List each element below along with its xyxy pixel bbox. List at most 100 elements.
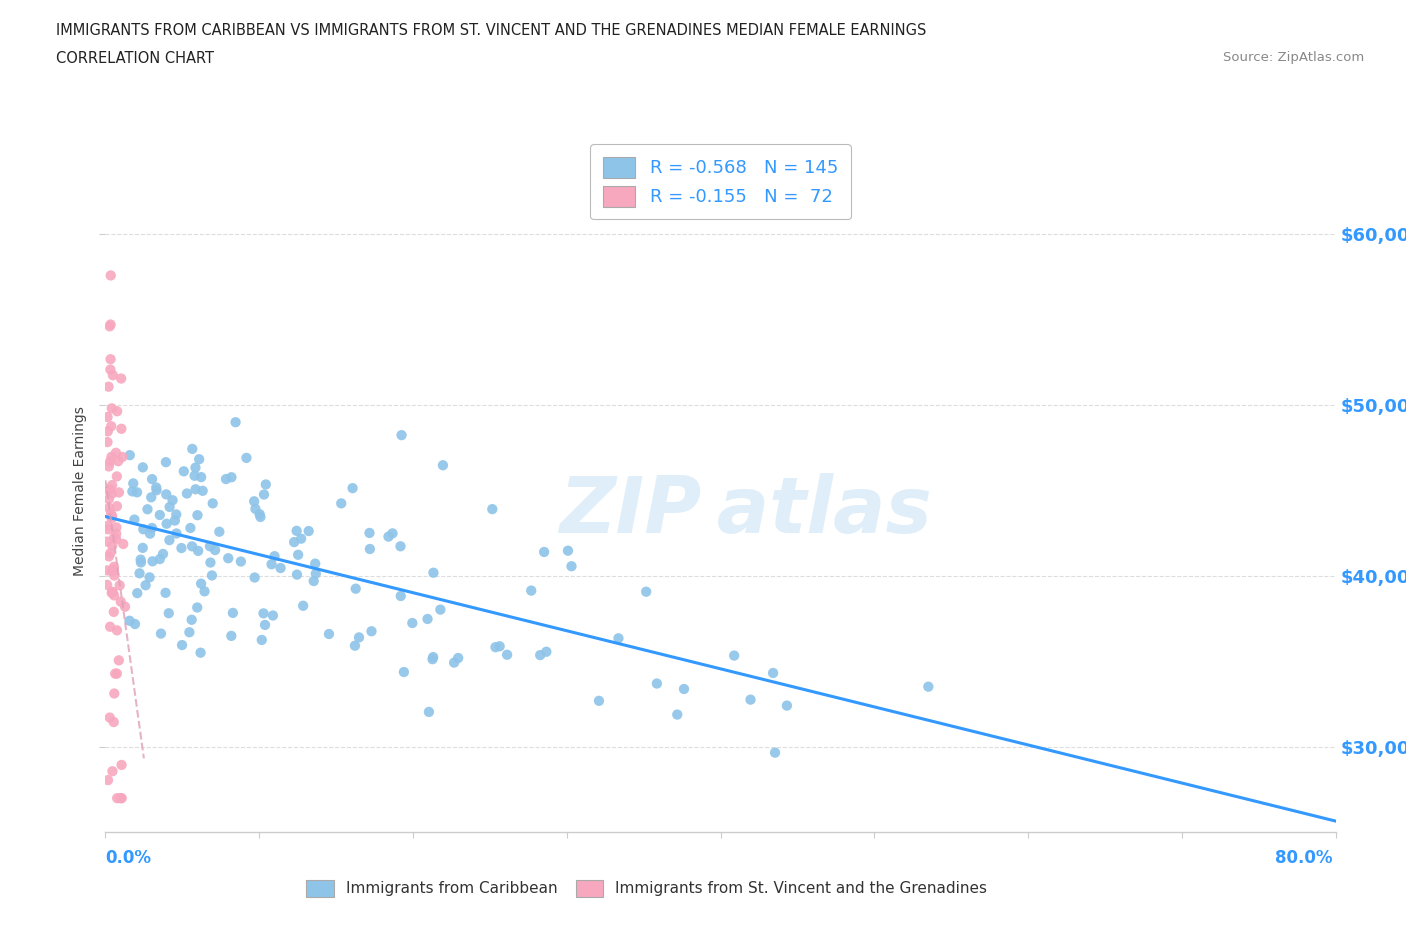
Point	[536, 644, 558, 659]
Point	[173, 464, 195, 479]
Point	[343, 638, 366, 653]
Point	[381, 526, 404, 541]
Point	[105, 623, 128, 638]
Point	[145, 483, 167, 498]
Point	[100, 352, 122, 366]
Point	[666, 707, 689, 722]
Point	[98, 549, 121, 564]
Point	[917, 679, 939, 694]
Point	[97, 483, 120, 498]
Point	[392, 665, 415, 680]
Point	[100, 546, 122, 561]
Point	[141, 521, 163, 536]
Point	[391, 428, 413, 443]
Point	[163, 513, 186, 528]
Point	[101, 585, 124, 600]
Text: IMMIGRANTS FROM CARIBBEAN VS IMMIGRANTS FROM ST. VINCENT AND THE GRENADINES MEDI: IMMIGRANTS FROM CARIBBEAN VS IMMIGRANTS …	[56, 23, 927, 38]
Point	[105, 526, 128, 541]
Point	[763, 745, 786, 760]
Point	[262, 608, 284, 623]
Point	[135, 578, 157, 592]
Point	[105, 790, 128, 805]
Point	[110, 371, 132, 386]
Point	[740, 692, 762, 707]
Point	[183, 469, 205, 484]
Point	[105, 666, 128, 681]
Point	[132, 460, 155, 475]
Point	[139, 526, 162, 541]
Point	[221, 470, 243, 485]
Point	[208, 525, 231, 539]
Point	[187, 543, 209, 558]
Point	[149, 508, 172, 523]
Point	[101, 486, 124, 501]
Point	[100, 449, 122, 464]
Point	[191, 484, 214, 498]
Point	[103, 559, 125, 574]
Point	[389, 589, 412, 604]
Point	[103, 562, 125, 577]
Point	[101, 367, 124, 382]
Point	[484, 640, 506, 655]
Point	[104, 445, 127, 460]
Point	[97, 518, 120, 533]
Point	[249, 510, 271, 525]
Point	[447, 651, 470, 666]
Point	[285, 567, 308, 582]
Legend: Immigrants from Caribbean, Immigrants from St. Vincent and the Grenadines: Immigrants from Caribbean, Immigrants fr…	[299, 873, 994, 903]
Point	[101, 764, 124, 778]
Point	[179, 521, 201, 536]
Point	[170, 638, 193, 653]
Point	[152, 547, 174, 562]
Point	[103, 568, 125, 583]
Point	[222, 605, 245, 620]
Point	[118, 614, 141, 629]
Point	[422, 650, 444, 665]
Point	[149, 626, 172, 641]
Point	[190, 645, 212, 660]
Point	[103, 714, 125, 729]
Point	[201, 496, 224, 511]
Point	[432, 458, 454, 472]
Point	[105, 404, 128, 418]
Point	[201, 568, 224, 583]
Point	[560, 559, 582, 574]
Point	[105, 469, 128, 484]
Point	[672, 682, 695, 697]
Point	[155, 585, 177, 600]
Point	[496, 647, 519, 662]
Point	[270, 561, 292, 576]
Point	[108, 485, 131, 499]
Point	[193, 584, 215, 599]
Point	[129, 552, 152, 567]
Point	[762, 666, 785, 681]
Point	[105, 532, 128, 547]
Text: Source: ZipAtlas.com: Source: ZipAtlas.com	[1223, 51, 1364, 64]
Point	[111, 449, 134, 464]
Point	[607, 631, 630, 645]
Point	[170, 540, 193, 555]
Point	[298, 524, 321, 538]
Point	[138, 570, 160, 585]
Point	[100, 506, 122, 521]
Point	[157, 533, 180, 548]
Point	[141, 554, 163, 569]
Point	[263, 549, 285, 564]
Point	[100, 401, 122, 416]
Point	[149, 551, 172, 566]
Point	[285, 524, 308, 538]
Point	[132, 540, 155, 555]
Point	[636, 584, 658, 599]
Point	[129, 555, 152, 570]
Point	[124, 617, 146, 631]
Point	[253, 487, 276, 502]
Point	[422, 652, 444, 667]
Point	[252, 606, 274, 621]
Point	[723, 648, 745, 663]
Point	[98, 711, 121, 725]
Text: ZIP atlas: ZIP atlas	[558, 473, 932, 549]
Point	[101, 538, 124, 553]
Point	[155, 455, 177, 470]
Point	[305, 566, 328, 581]
Point	[136, 502, 159, 517]
